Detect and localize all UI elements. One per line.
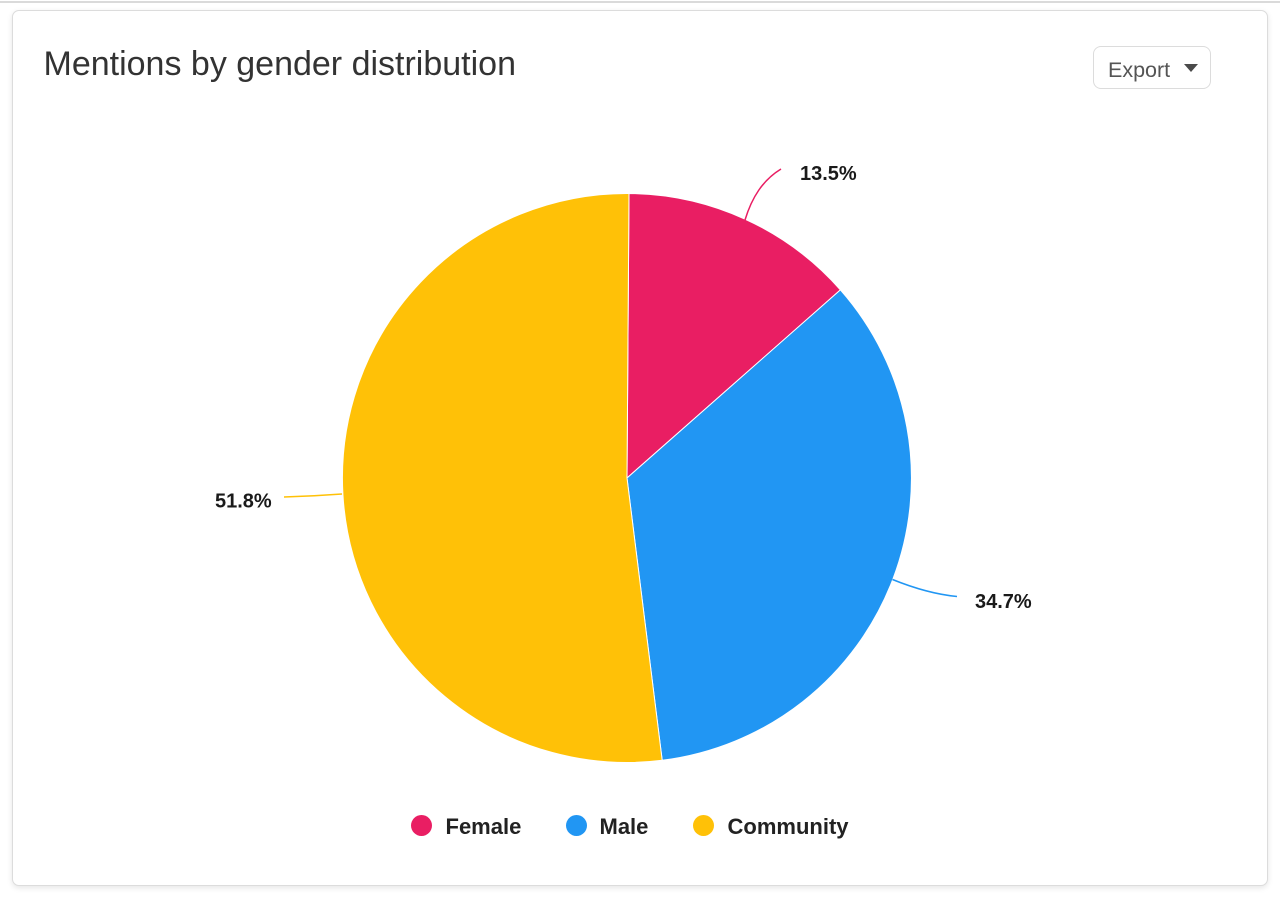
svg-text:13.5%: 13.5% — [800, 163, 857, 185]
svg-text:51.8%: 51.8% — [215, 491, 272, 513]
svg-text:34.7%: 34.7% — [975, 591, 1032, 613]
